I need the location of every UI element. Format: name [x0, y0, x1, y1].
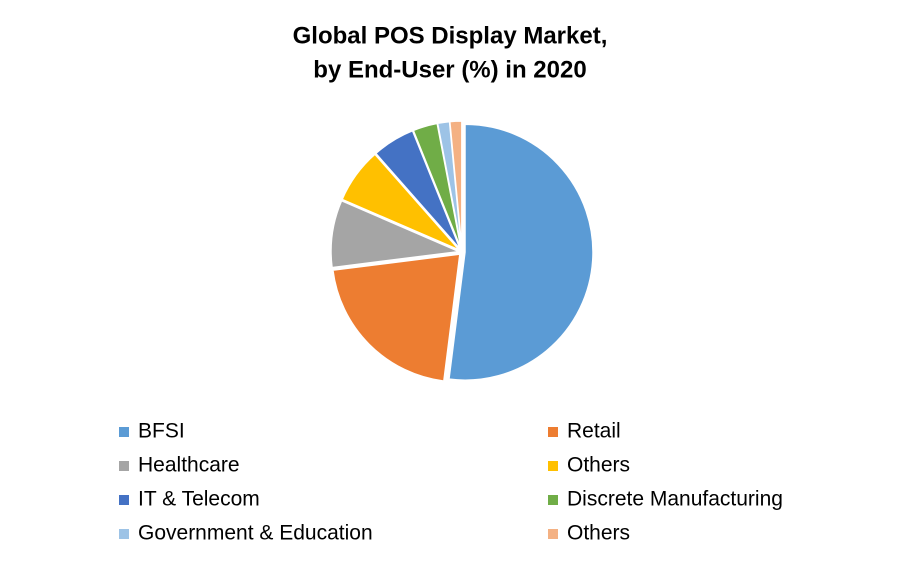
legend-swatch [119, 461, 129, 471]
pie-slice [374, 129, 462, 250]
chart-title: Global POS Display Market, [293, 22, 608, 49]
legend-label: Government & Education [138, 522, 373, 545]
legend-label: IT & Telecom [138, 488, 260, 511]
legend-label: Retail [567, 420, 621, 443]
legend-swatch [119, 529, 129, 539]
legend-swatch [548, 427, 558, 437]
legend-label: Others [567, 454, 630, 477]
legend-swatch [119, 495, 129, 505]
legend-label: Healthcare [138, 454, 240, 477]
pie-slice [330, 199, 462, 269]
legend-swatch [548, 529, 558, 539]
pie-slice [448, 123, 594, 381]
legend-label: Others [567, 522, 630, 545]
pie-slice [332, 253, 461, 382]
pie-slice [341, 153, 461, 251]
legend-label: BFSI [138, 420, 185, 443]
chart-title: by End-User (%) in 2020 [313, 56, 586, 83]
pie-slice [448, 120, 463, 250]
legend-label: Discrete Manufacturing [567, 488, 783, 511]
legend-swatch [119, 427, 129, 437]
legend-swatch [548, 461, 558, 471]
legend-swatch [548, 495, 558, 505]
